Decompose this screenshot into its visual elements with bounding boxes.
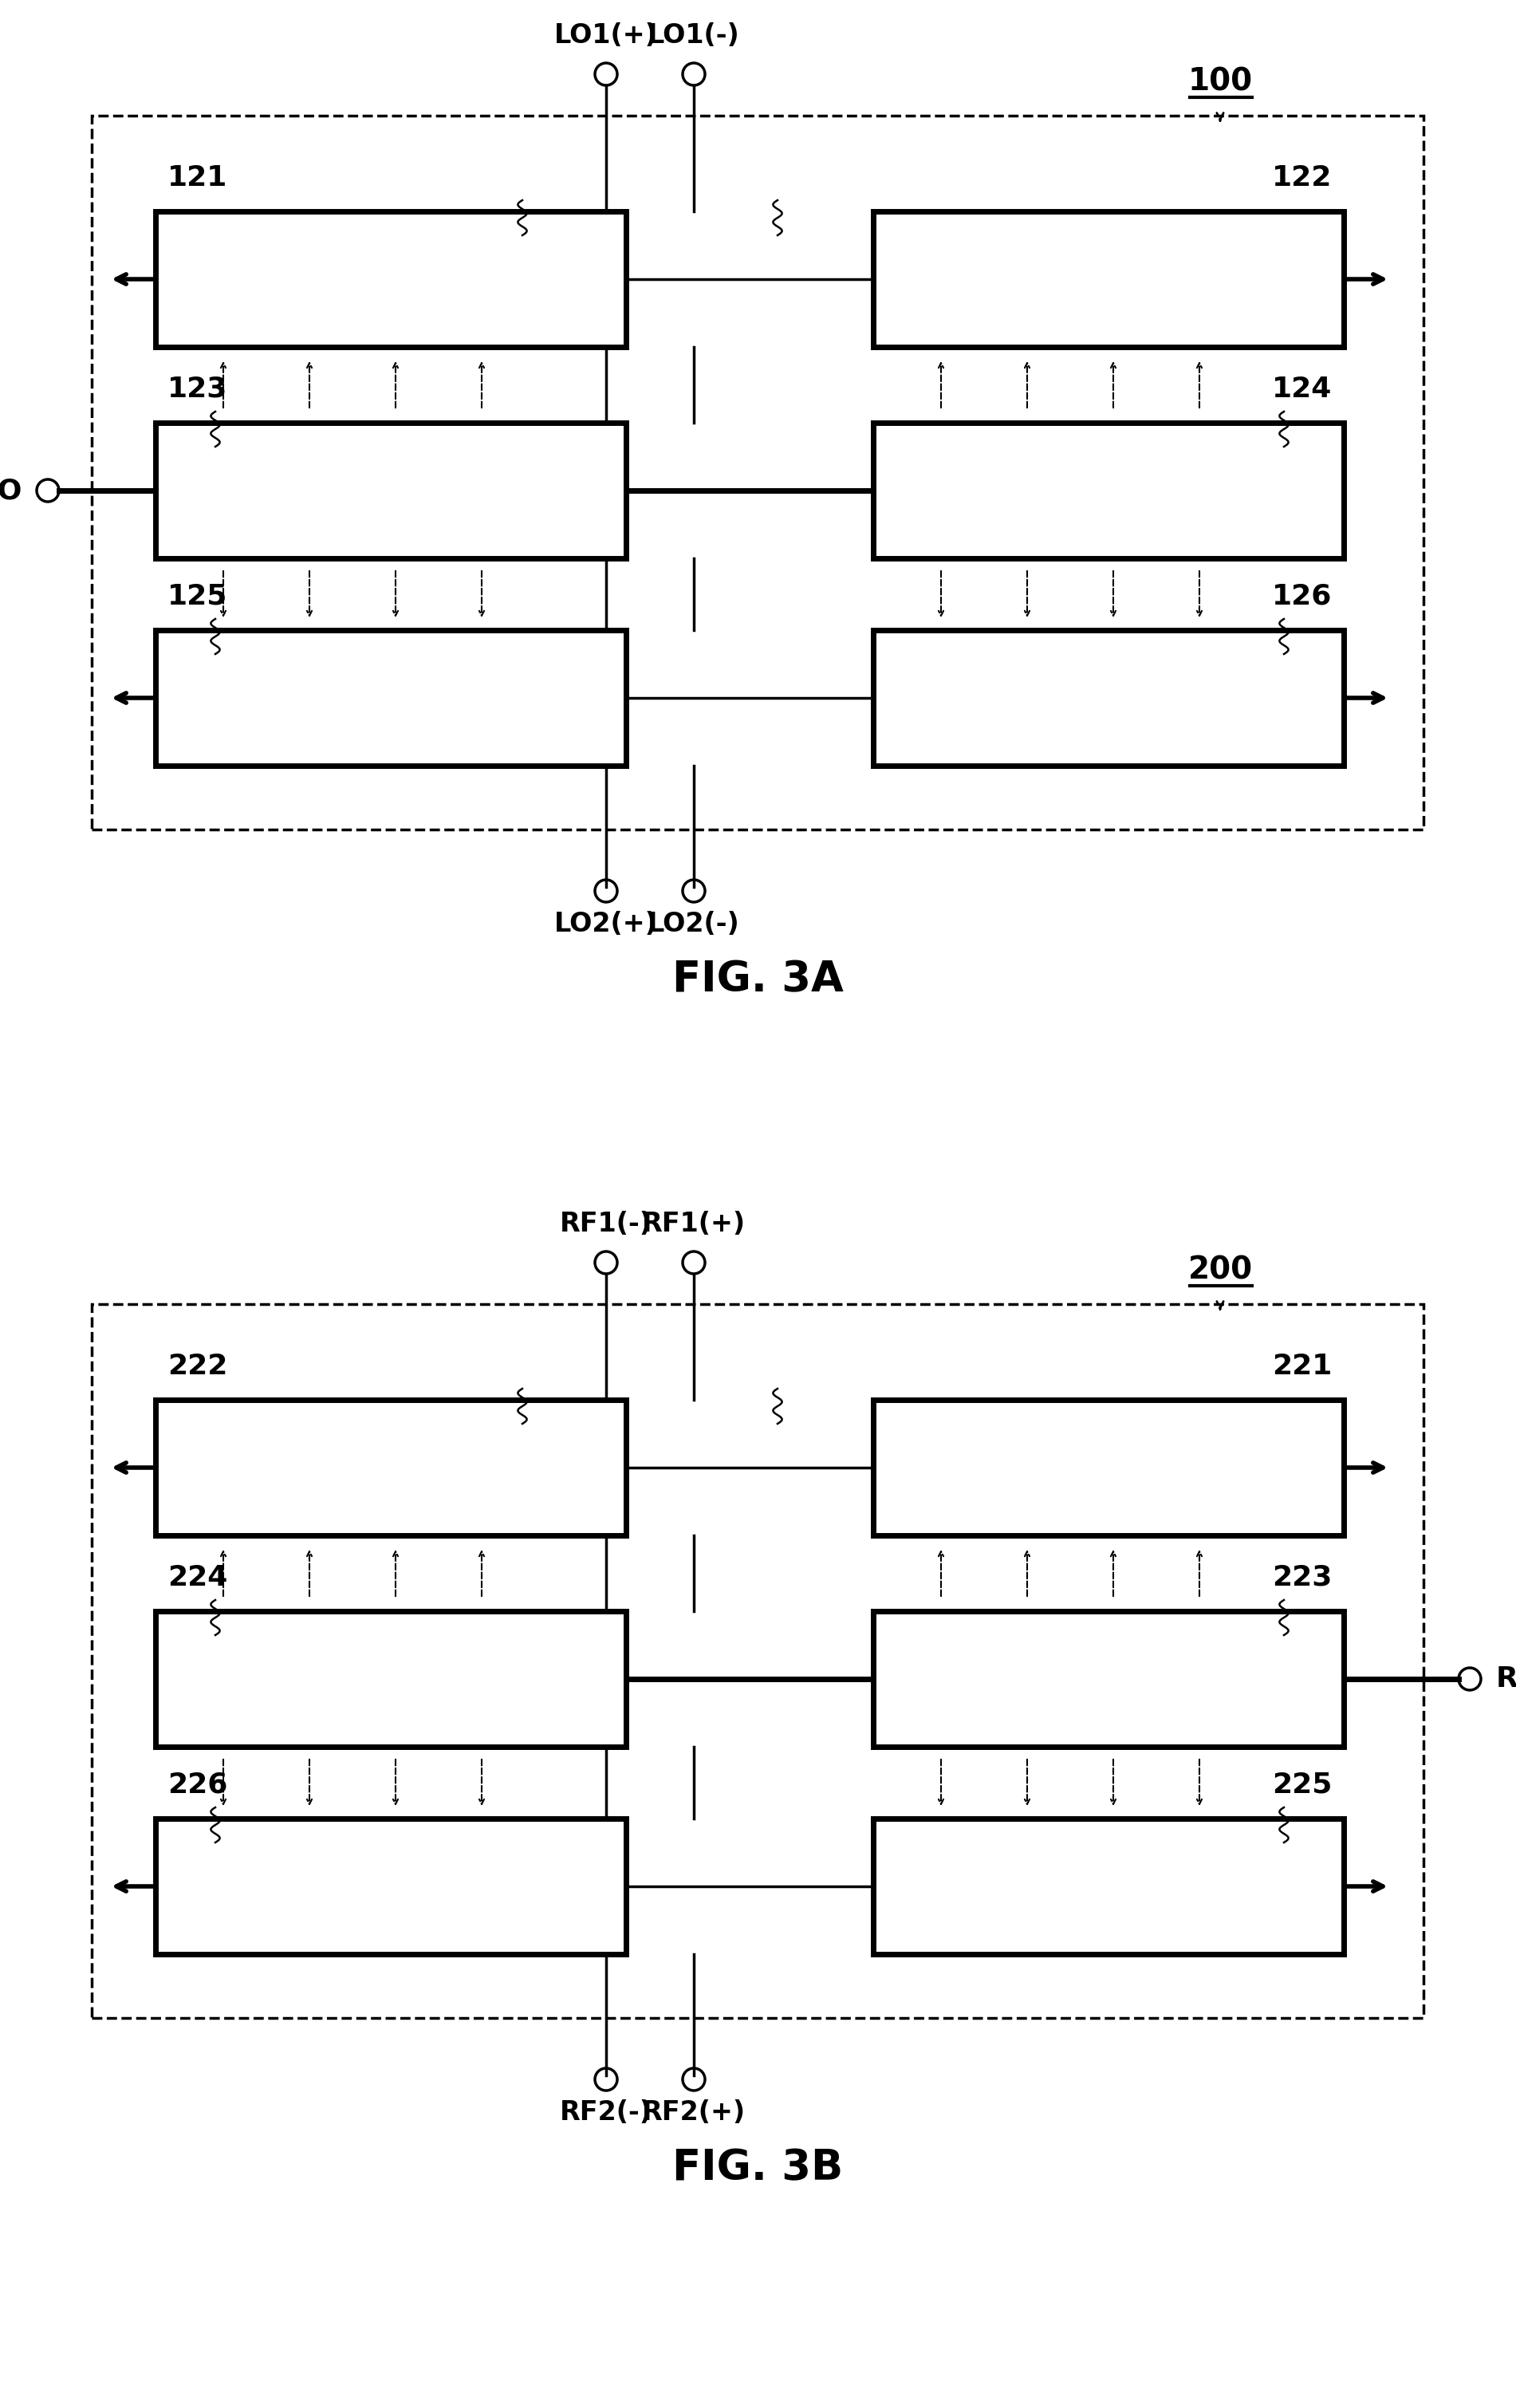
Text: 123: 123 (167, 376, 227, 402)
Text: LO: LO (0, 477, 23, 503)
Bar (156, 631, 626, 766)
Text: 121: 121 (167, 164, 227, 190)
Text: 222: 222 (167, 1353, 227, 1380)
Text: LO1(-): LO1(-) (647, 22, 740, 48)
Text: 225: 225 (1272, 1772, 1331, 1799)
Text: FIG. 3B: FIG. 3B (672, 2148, 843, 2189)
Text: 226: 226 (167, 1772, 227, 1799)
Bar (156, 212, 626, 347)
Bar (91, 116, 1424, 828)
Bar (156, 424, 626, 559)
Text: 221: 221 (1272, 1353, 1331, 1380)
Text: 124: 124 (1272, 376, 1331, 402)
Text: RF2(+): RF2(+) (641, 2100, 746, 2126)
Text: 100: 100 (1189, 65, 1252, 96)
Text: RF1(-): RF1(-) (559, 1211, 652, 1238)
Text: LO2(+): LO2(+) (555, 910, 658, 937)
Text: 126: 126 (1272, 583, 1331, 609)
Bar (873, 1611, 1343, 1746)
Text: RF2(-): RF2(-) (559, 2100, 652, 2126)
Text: 125: 125 (167, 583, 227, 609)
Text: 223: 223 (1272, 1565, 1331, 1592)
Bar (873, 212, 1343, 347)
Bar (873, 631, 1343, 766)
Bar (156, 1399, 626, 1536)
Text: RF1(+): RF1(+) (641, 1211, 746, 1238)
Bar (156, 1611, 626, 1746)
Text: 200: 200 (1189, 1255, 1252, 1286)
Bar (91, 1305, 1424, 2018)
Text: 122: 122 (1272, 164, 1331, 190)
Bar (873, 1818, 1343, 1955)
Text: RF: RF (1496, 1666, 1516, 1693)
Text: LO1(+): LO1(+) (555, 22, 658, 48)
Text: 224: 224 (167, 1565, 227, 1592)
Bar (156, 1818, 626, 1955)
Text: FIG. 3A: FIG. 3A (672, 958, 843, 999)
Bar (873, 1399, 1343, 1536)
Text: LO2(-): LO2(-) (647, 910, 740, 937)
Bar (873, 424, 1343, 559)
